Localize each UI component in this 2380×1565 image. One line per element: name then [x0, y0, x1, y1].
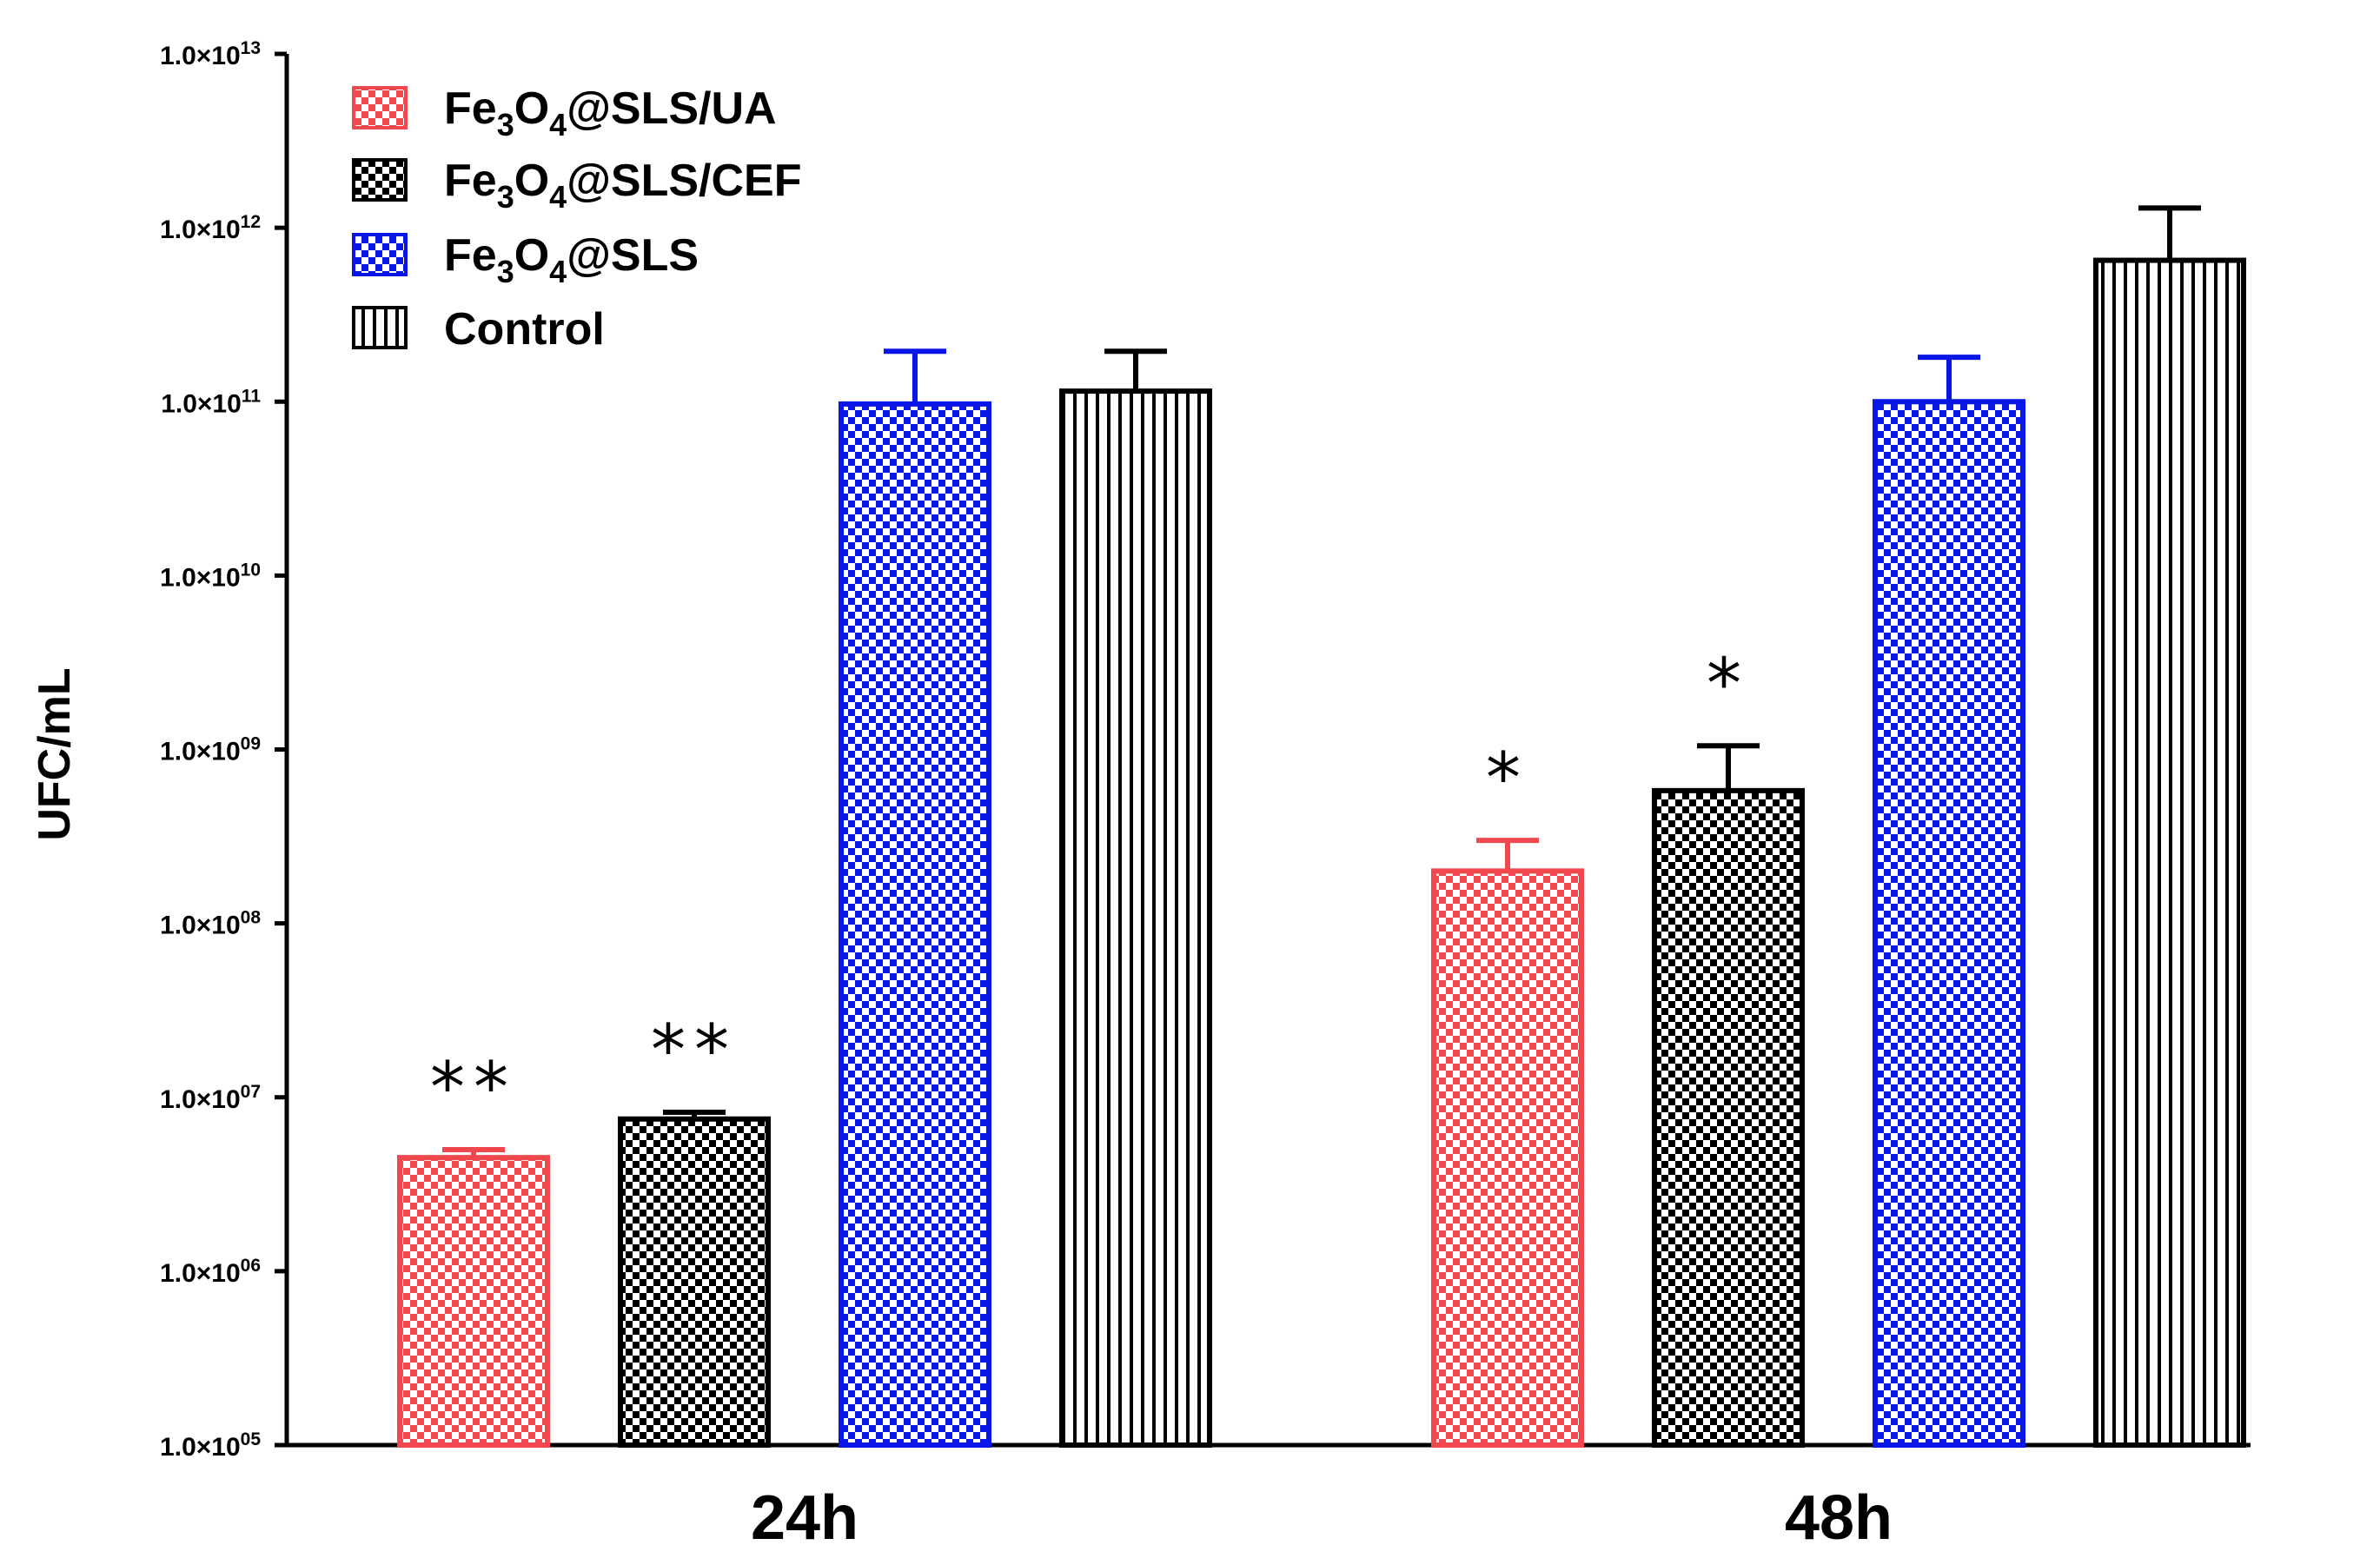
legend-item-cef: Fe3O4@SLS/CEF	[352, 156, 802, 215]
y-tick-mantissa: 1.0×10	[160, 1085, 241, 1114]
y-axis-title: UFC/mL	[30, 667, 80, 840]
x-category-label: 24h	[751, 1483, 859, 1553]
y-tick-label: 1.0×1008	[160, 908, 261, 940]
legend-swatch-ua	[352, 86, 408, 129]
significance-marker: *	[1486, 738, 1529, 819]
legend: Fe3O4@SLS/UA Fe3O4@SLS/CEF Fe3O4@SLS Con…	[352, 83, 802, 355]
bar	[397, 1155, 550, 1449]
y-axis-ticks: 1.0×10051.0×10061.0×10071.0×10081.0×1009…	[160, 38, 287, 1462]
y-tick-exponent: 10	[241, 560, 261, 580]
legend-item-ua: Fe3O4@SLS/UA	[352, 83, 777, 143]
bar	[618, 1116, 771, 1449]
legend-label-sls: Fe3O4@SLS	[444, 230, 699, 289]
legend-item-control: Control	[352, 304, 605, 355]
y-tick-label: 1.0×1005	[160, 1429, 261, 1462]
legend-item-sls: Fe3O4@SLS	[352, 230, 699, 289]
y-tick-mantissa: 1.0×10	[160, 42, 241, 70]
legend-label-cef: Fe3O4@SLS/CEF	[444, 156, 802, 215]
legend-swatch-sls	[352, 233, 408, 276]
y-tick-mantissa: 1.0×10	[160, 738, 241, 766]
y-tick-mantissa: 1.0×10	[160, 1433, 241, 1462]
bar-series: ******	[397, 205, 2246, 1449]
y-tick-label: 1.0×1011	[161, 386, 261, 418]
bar	[1652, 787, 1805, 1448]
y-tick-label: 1.0×1013	[160, 38, 261, 70]
y-tick-exponent: 11	[242, 386, 262, 406]
y-tick-exponent: 06	[241, 1256, 261, 1276]
significance-marker: **	[651, 1010, 738, 1091]
y-tick-label: 1.0×1012	[160, 212, 261, 244]
bar	[1431, 868, 1584, 1448]
bar	[2093, 257, 2246, 1449]
y-tick-mantissa: 1.0×10	[160, 912, 241, 940]
x-category-label: 48h	[1785, 1483, 1893, 1553]
legend-swatch-cef	[352, 158, 408, 202]
bar	[1059, 388, 1212, 1448]
legend-label-control: Control	[444, 304, 605, 355]
y-tick-exponent: 05	[241, 1429, 262, 1449]
y-tick-exponent: 07	[241, 1082, 261, 1102]
y-tick-exponent: 09	[241, 734, 261, 754]
x-axis-categories: 24h 48h	[751, 1483, 1893, 1553]
significance-marker: **	[430, 1047, 517, 1128]
y-tick-exponent: 12	[241, 212, 261, 232]
significance-marker: *	[1707, 643, 1750, 724]
y-tick-label: 1.0×1010	[160, 560, 261, 592]
bar	[1873, 399, 2025, 1448]
y-tick-label: 1.0×1009	[160, 734, 261, 766]
legend-swatch-control	[352, 306, 408, 349]
y-tick-exponent: 08	[241, 908, 262, 928]
y-tick-mantissa: 1.0×10	[160, 563, 241, 592]
legend-label-ua: Fe3O4@SLS/UA	[444, 83, 777, 143]
y-tick-label: 1.0×1007	[160, 1082, 261, 1114]
y-tick-mantissa: 1.0×10	[160, 1259, 241, 1288]
y-tick-exponent: 13	[241, 38, 261, 58]
y-tick-mantissa: 1.0×10	[160, 216, 241, 244]
bar	[839, 401, 991, 1448]
y-tick-label: 1.0×1006	[160, 1256, 261, 1288]
y-tick-mantissa: 1.0×10	[161, 389, 242, 418]
